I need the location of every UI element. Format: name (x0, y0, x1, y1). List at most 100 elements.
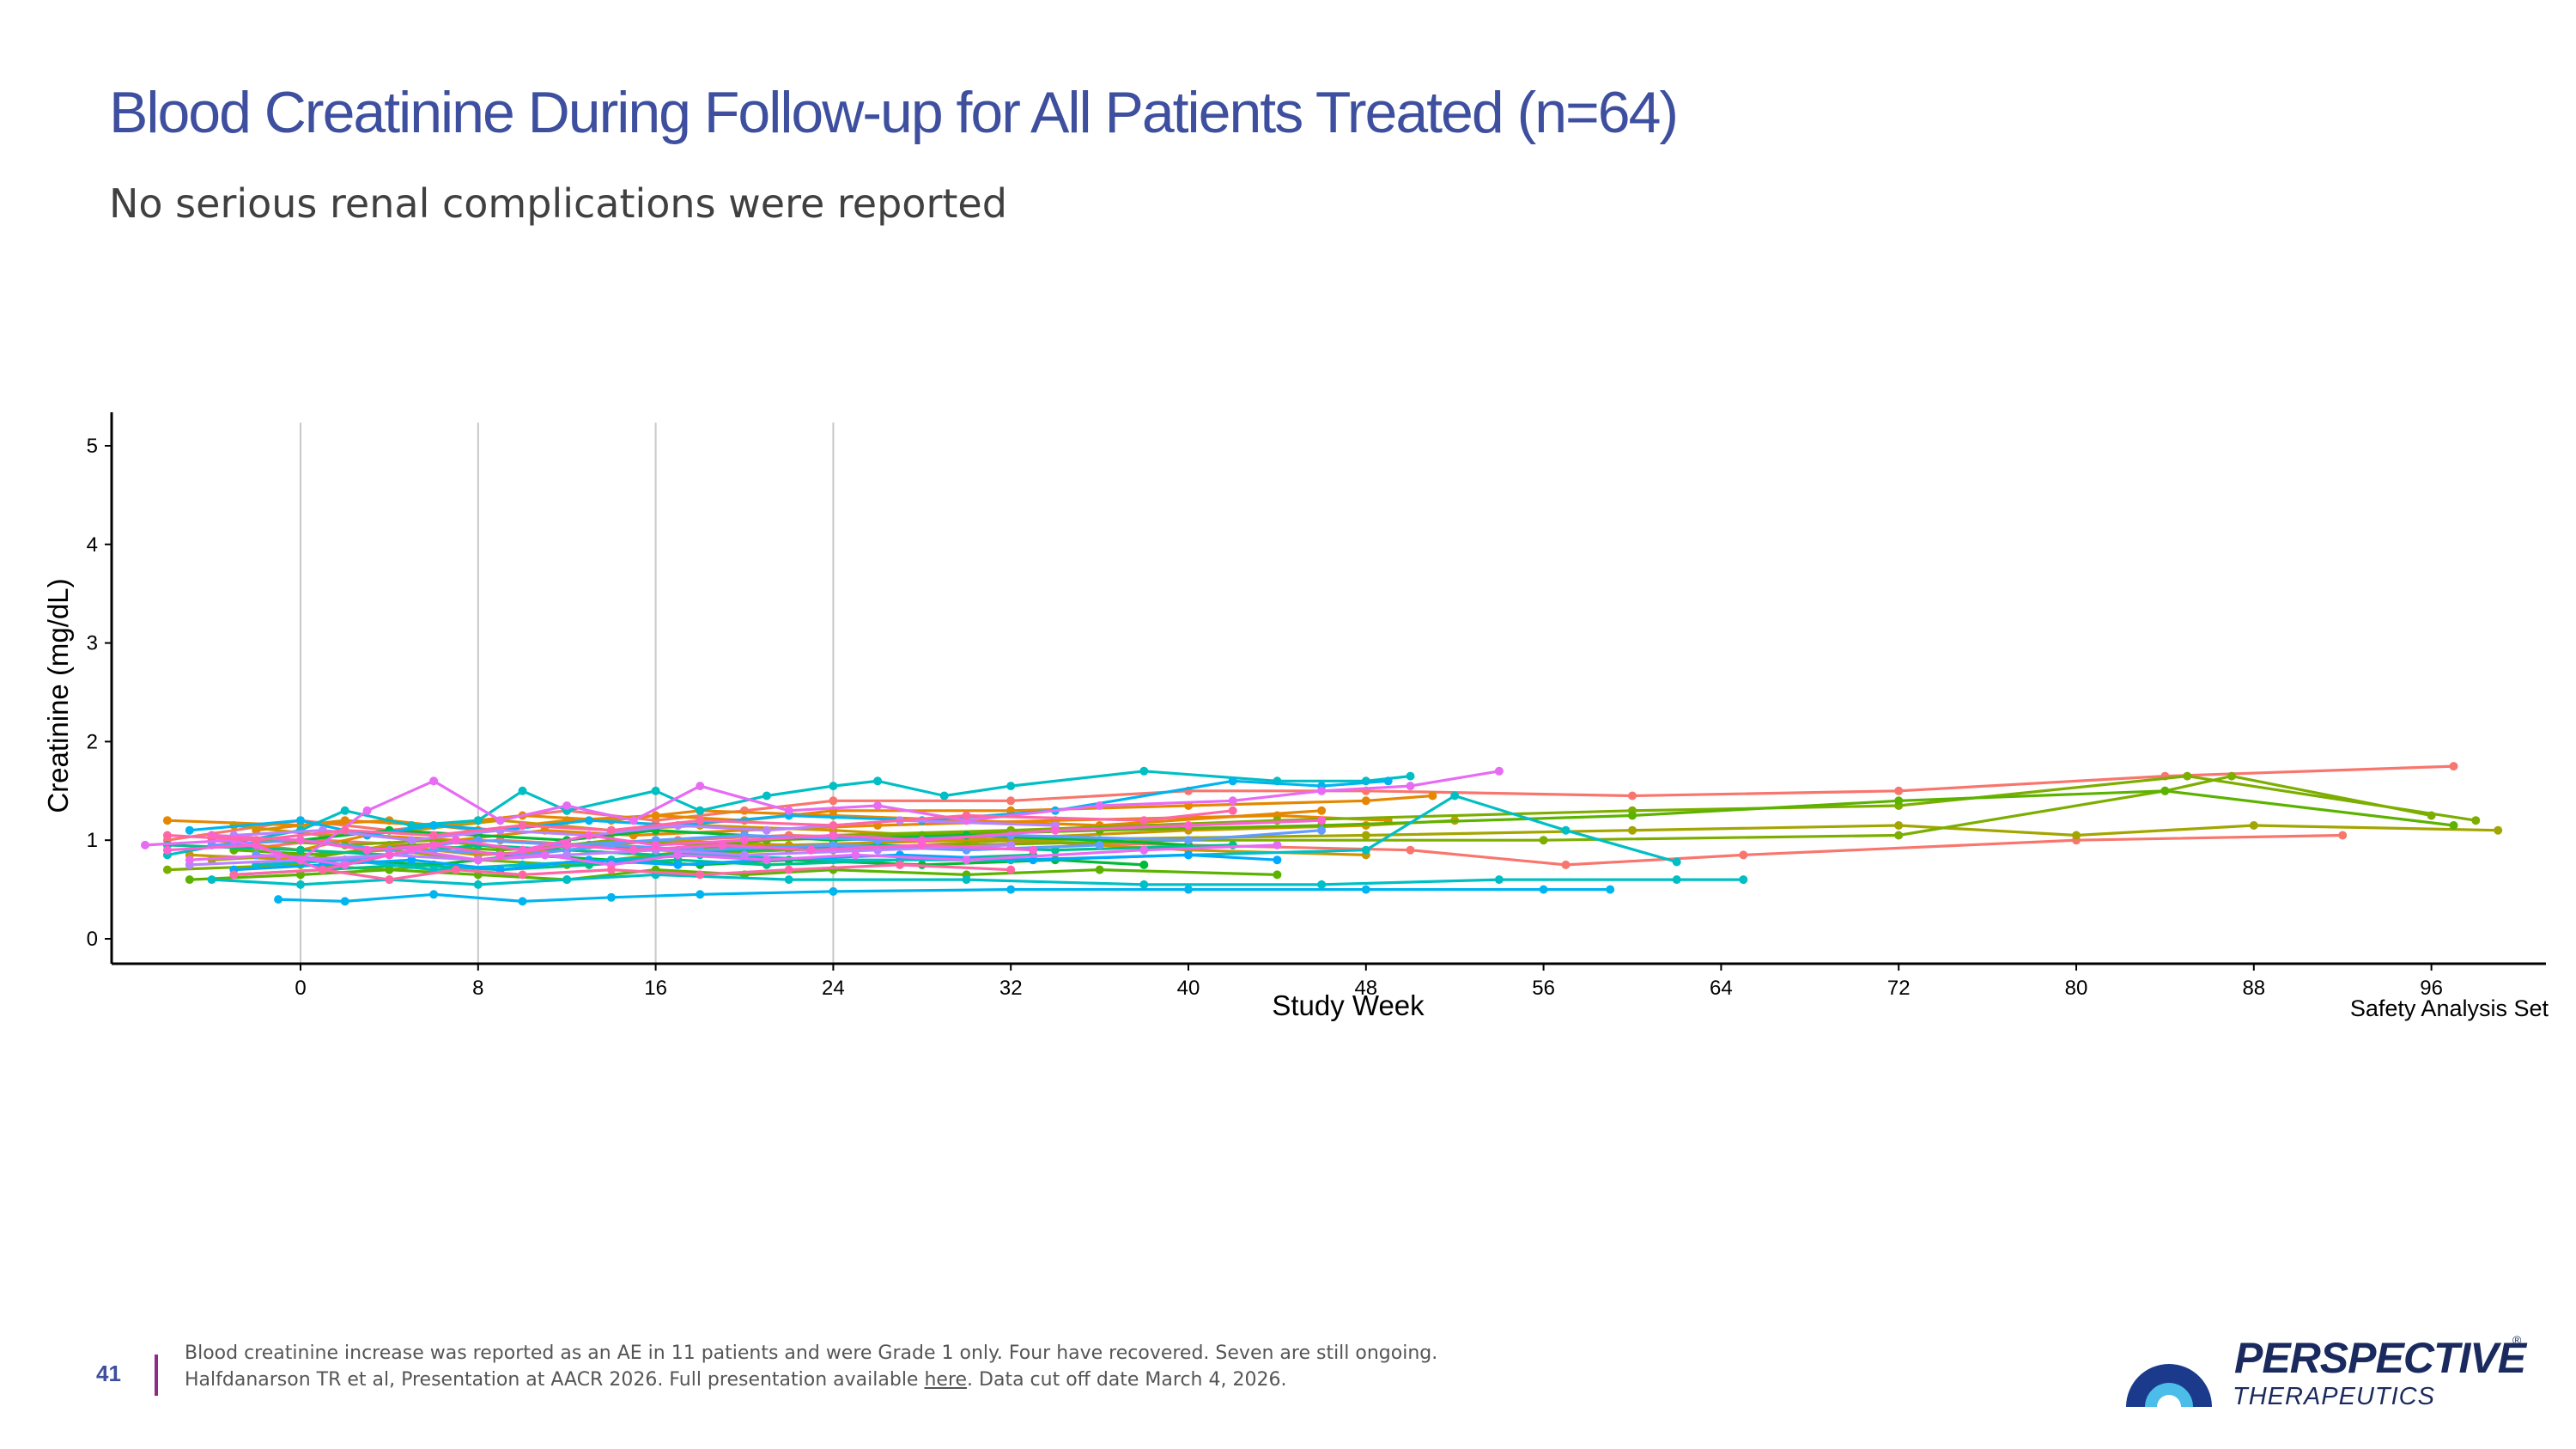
data-point (1006, 865, 1016, 874)
data-point (1672, 875, 1681, 885)
data-point (762, 825, 771, 835)
data-point (162, 845, 172, 855)
data-point (1539, 885, 1548, 894)
data-point (1184, 821, 1193, 830)
data-point (1317, 806, 1327, 815)
data-point (1361, 885, 1370, 894)
data-point (1628, 791, 1637, 801)
data-point (429, 890, 439, 899)
data-point (806, 845, 816, 855)
footer-note-line1: Blood creatinine increase was reported a… (185, 1342, 1438, 1364)
data-point (762, 791, 771, 801)
data-point (1006, 796, 1016, 806)
data-point (1406, 771, 1415, 781)
x-tick-label: 56 (1532, 977, 1555, 1000)
series-line (167, 770, 1411, 856)
footer-note-prefix: Halfdanarson TR et al, Presentation at A… (185, 1369, 925, 1391)
data-point (362, 806, 372, 815)
data-point (452, 865, 460, 874)
data-point (873, 801, 883, 810)
data-point (252, 836, 261, 845)
data-point (1361, 845, 1370, 855)
data-point (1184, 885, 1193, 894)
data-point (296, 870, 305, 880)
y-tick-label: 4 (87, 533, 98, 557)
data-point (1739, 875, 1748, 885)
data-point (141, 840, 149, 849)
data-point (829, 782, 838, 791)
y-axis-label: Creatinine (mg/dL) (42, 578, 74, 813)
data-point (1317, 880, 1327, 889)
data-point (495, 850, 505, 860)
data-point (429, 831, 439, 840)
data-point (1406, 845, 1415, 855)
footer-note: Blood creatinine increase was reported a… (185, 1340, 1437, 1393)
x-tick-label: 72 (1887, 977, 1911, 1000)
data-point (1361, 796, 1370, 806)
data-point (162, 816, 172, 825)
data-point (340, 806, 349, 815)
data-point (296, 836, 305, 845)
x-tick-label: 0 (295, 977, 306, 1000)
data-point (673, 860, 683, 869)
data-point (696, 782, 705, 791)
data-point (1539, 836, 1548, 845)
data-point (939, 791, 949, 801)
data-point (718, 840, 727, 849)
data-point (1317, 786, 1327, 795)
data-point (340, 816, 349, 825)
footer-divider (155, 1355, 158, 1396)
y-tick-label: 5 (87, 435, 98, 458)
data-point (2227, 771, 2236, 781)
series-line (256, 809, 1322, 832)
data-point (784, 865, 793, 874)
data-point (1739, 850, 1748, 860)
data-point (162, 831, 172, 840)
data-point (1228, 806, 1237, 815)
data-point (1273, 855, 1282, 865)
data-point (873, 776, 883, 786)
data-point (1606, 885, 1615, 894)
x-axis-label: Study Week (1272, 989, 1425, 1021)
data-point (318, 850, 327, 860)
data-point (962, 855, 971, 865)
data-point (2449, 821, 2458, 830)
data-point (696, 870, 705, 880)
data-point (1139, 860, 1149, 869)
data-point (1139, 845, 1149, 855)
x-tick-label: 8 (472, 977, 483, 1000)
data-point (1672, 857, 1681, 867)
series-line (234, 863, 1012, 881)
data-point (829, 831, 838, 840)
x-tick-label: 96 (2420, 977, 2443, 1000)
x-tick-label: 24 (822, 977, 845, 1000)
data-point (585, 816, 593, 825)
logo-name: PERSPECTIVE (2234, 1334, 2526, 1382)
data-point (1029, 855, 1038, 865)
data-point (784, 875, 793, 885)
data-point (1628, 811, 1637, 820)
data-point (629, 816, 638, 825)
data-point (1561, 825, 1571, 835)
data-point (185, 855, 194, 865)
data-point (473, 816, 483, 825)
data-point (2471, 816, 2481, 825)
data-point (1450, 791, 1460, 801)
y-tick-label: 0 (87, 928, 98, 951)
data-point (518, 870, 527, 880)
logo-registered-mark: ® (2512, 1333, 2522, 1347)
data-point (274, 895, 283, 904)
data-point (896, 860, 904, 869)
y-tick-label: 2 (87, 730, 98, 753)
data-point (1317, 816, 1327, 825)
data-point (340, 825, 349, 835)
chart-caption: Safety Analysis Set (2350, 995, 2549, 1021)
data-point (162, 865, 172, 874)
presentation-link[interactable]: here (924, 1369, 968, 1391)
data-point (340, 897, 349, 906)
y-tick-label: 3 (87, 632, 98, 655)
series-line (167, 819, 1322, 872)
data-point (2427, 811, 2436, 820)
company-logo: PERSPECTIVE ® THERAPEUTICS (2117, 1323, 2526, 1426)
x-tick-label: 88 (2242, 977, 2265, 1000)
